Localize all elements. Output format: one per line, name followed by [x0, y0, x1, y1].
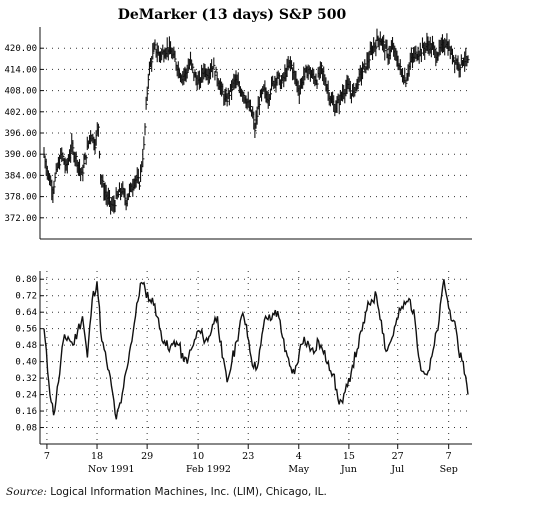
demarker-y-tick-label: 0.48 [15, 341, 37, 351]
price-panel: 372.00 378.00 384.00 390.00 396.00 402.00 408.… [4, 27, 472, 240]
price-y-tick-label: 420.00 [4, 44, 37, 54]
demarker-x-tick-label: 27 [392, 451, 404, 462]
demarker-x-tick-label: 7 [44, 451, 50, 462]
demarker-y-tick-label: 0.56 [15, 325, 37, 335]
source-text: Logical Information Machines, Inc. (LIM)… [50, 486, 327, 498]
demarker-y-tick-label: 0.72 [15, 292, 37, 302]
demarker-line [43, 279, 469, 420]
demarker-y-tick-label: 0.24 [15, 391, 37, 401]
price-bars [43, 28, 470, 215]
price-y-tick-label: 390.00 [4, 150, 37, 160]
demarker-x-tick-label: 10 [192, 451, 204, 462]
price-y-tick-label: 408.00 [4, 87, 37, 97]
demarker-y-tick-label: 0.08 [15, 424, 37, 434]
demarker-x-month-label: Sep [440, 464, 458, 475]
demarker-x-month-label: May [288, 464, 309, 475]
chart-title: DeMarker (13 days) S&P 500 [118, 7, 347, 23]
demarker-y-tick-label: 0.64 [15, 308, 37, 318]
price-y-tick-label: 402.00 [4, 108, 37, 118]
demarker-x-ticks: 7 18 29 10 23 4 15 27 7 Nov 1991 Feb 1992 May Jun Jul… [44, 444, 458, 475]
source-label: Source: [6, 486, 47, 498]
demarker-panel: 0.08 0.16 0.24 0.32 0.40 0.48 0.56 0.64 0.72 0.80… [15, 271, 472, 475]
demarker-x-tick-label: 7 [446, 451, 452, 462]
demarker-x-tick-label: 23 [242, 451, 254, 462]
price-y-tick-label: 372.00 [4, 214, 37, 224]
demarker-x-tick-label: 18 [91, 451, 103, 462]
demarker-gridlines [40, 271, 472, 444]
price-y-tick-label: 396.00 [4, 129, 37, 139]
demarker-y-tick-label: 0.16 [15, 407, 37, 417]
demarker-x-tick-label: 15 [343, 451, 355, 462]
demarker-y-tick-label: 0.32 [15, 374, 37, 384]
demarker-x-tick-label: 4 [296, 451, 302, 462]
demarker-x-month-label: Feb 1992 [186, 464, 231, 475]
price-y-ticks: 372.00 378.00 384.00 390.00 396.00 402.00 408.… [4, 44, 37, 224]
demarker-x-tick-label: 29 [141, 451, 153, 462]
demarker-y-ticks: 0.08 0.16 0.24 0.32 0.40 0.48 0.56 0.64 0.72 0.80 [15, 275, 37, 433]
source-note: Source: Logical Information Machines, In… [6, 486, 327, 498]
demarker-y-tick-label: 0.40 [15, 358, 37, 368]
price-y-tick-label: 384.00 [4, 171, 37, 181]
demarker-x-month-label: Jul [390, 464, 404, 475]
price-y-tick-label: 378.00 [4, 193, 37, 203]
demarker-y-tick-label: 0.80 [15, 275, 37, 285]
demarker-x-month-label: Jun [340, 464, 357, 475]
demarker-x-month-label: Nov 1991 [88, 464, 135, 475]
price-y-tick-label: 414.00 [4, 65, 37, 75]
